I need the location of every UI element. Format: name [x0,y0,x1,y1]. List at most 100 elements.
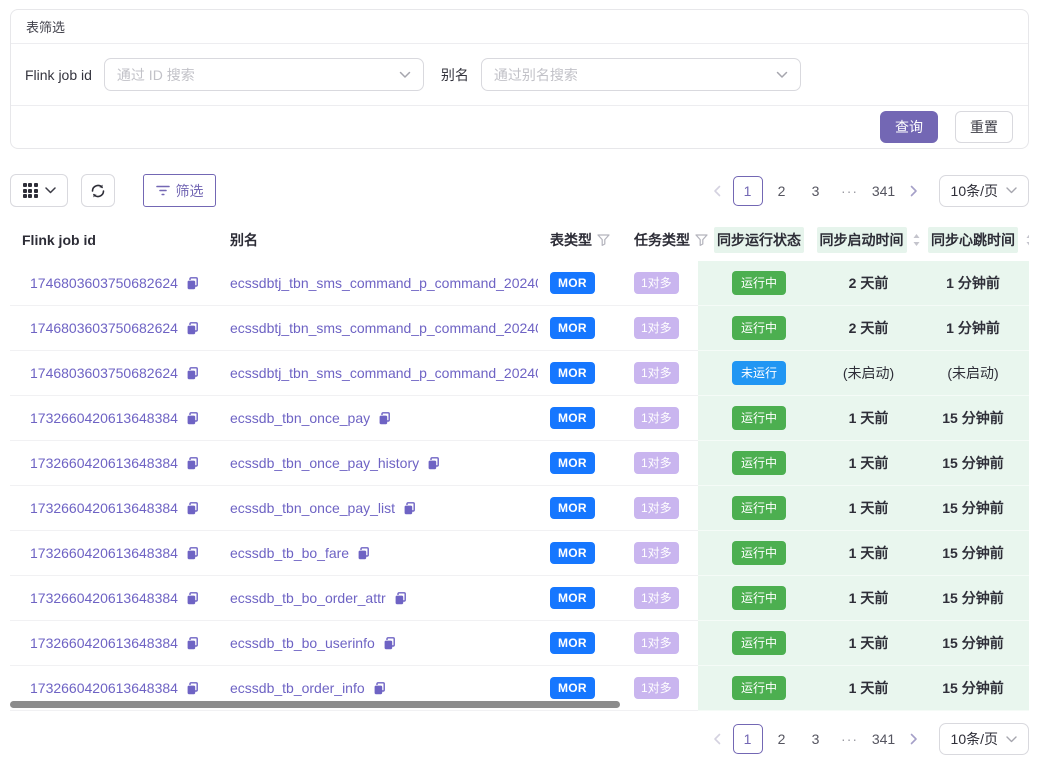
copy-icon[interactable] [185,276,200,291]
page-button-3[interactable]: 3 [811,731,820,747]
flink-job-id-link[interactable]: 1732660420613648384 [30,635,178,651]
alias-link[interactable]: ecssdb_tb_bo_userinfo [230,635,375,651]
sync-heartbeat-time: 15 分钟前 [942,590,1004,606]
copy-icon[interactable] [185,366,200,381]
table-filter-panel: 表筛选 Flink job id 通过 ID 搜索 别名 通过别名搜索 查询 重… [10,9,1029,149]
page-button-1[interactable]: 1 [732,175,763,206]
alias-link[interactable]: ecssdb_tbn_once_pay_list [230,500,396,516]
cell-sync-start-time: 1 天前 [820,666,917,711]
task-type-badge: 1对多 [634,272,679,294]
filter-lines-icon [155,185,170,197]
cell-alias: ecssdbtj_tbn_sms_command_p_command_20240… [218,306,538,351]
flink-job-id-link[interactable]: 1732660420613648384 [30,545,178,561]
horizontal-scrollbar-thumb[interactable] [10,701,620,708]
funnel-filter-icon[interactable] [695,234,708,246]
alias-link[interactable]: ecssdb_tb_bo_fare [230,545,350,561]
alias-link[interactable]: ecssdb_tb_order_info [230,680,365,696]
sync-heartbeat-time: 15 分钟前 [942,545,1004,561]
alias-link[interactable]: ecssdb_tb_bo_order_attr [230,590,386,606]
cell-alias: ecssdbtj_tbn_sms_command_p_command_20240… [218,261,538,306]
alias-label: 别名 [440,66,469,83]
sort-icon[interactable] [1025,233,1029,247]
copy-icon[interactable] [185,501,200,516]
copy-icon[interactable] [185,681,200,696]
copy-icon[interactable] [426,456,441,471]
copy-icon[interactable] [185,456,200,471]
flink-job-id-link[interactable]: 1746803603750682624 [30,320,178,336]
table-body: 1746803603750682624 ecssdbtj_tbn_sms_com… [10,261,1029,711]
copy-icon[interactable] [402,501,417,516]
page-button-3[interactable]: 3 [811,182,820,199]
table-type-badge: MOR [550,452,595,474]
flink-job-id-link[interactable]: 1746803603750682624 [30,365,178,381]
copy-icon[interactable] [393,591,408,606]
flink-job-id-link[interactable]: 1732660420613648384 [30,680,178,696]
page-size-select[interactable]: 10条/页 [938,174,1029,207]
cell-sync-heartbeat-time: 15 分钟前 [917,621,1029,666]
alias-link[interactable]: ecssdbtj_tbn_sms_command_p_command_20240… [230,275,538,291]
table-row: 1746803603750682624 ecssdbtj_tbn_sms_com… [10,351,1029,396]
cell-sync-status: 运行中 [698,486,820,531]
table-row: 1732660420613648384 ecssdb_tb_bo_userinf… [10,621,1029,666]
sort-icon[interactable] [912,233,921,247]
cell-sync-heartbeat-time: 15 分钟前 [917,396,1029,441]
flink-job-id-link[interactable]: 1732660420613648384 [30,455,178,471]
copy-icon[interactable] [382,636,397,651]
prev-page-button[interactable] [707,176,729,206]
next-page-button[interactable] [903,176,925,206]
cell-sync-heartbeat-time: 1 分钟前 [917,306,1029,351]
table-row: 1732660420613648384 ecssdb_tb_bo_order_a… [10,576,1029,621]
cell-table-type: MOR [538,486,622,531]
copy-icon[interactable] [185,591,200,606]
copy-icon[interactable] [185,636,200,651]
next-page-button[interactable] [903,724,925,754]
page-button-341[interactable]: 341 [871,731,896,747]
flink-job-id-select[interactable]: 通过 ID 搜索 [103,58,424,91]
copy-icon[interactable] [185,321,200,336]
cell-flink-job-id: 1732660420613648384 [10,576,218,621]
copy-icon[interactable] [372,681,387,696]
reset-button[interactable]: 重置 [955,111,1013,143]
refresh-button[interactable] [81,174,115,207]
flink-job-id-link[interactable]: 1732660420613648384 [30,500,178,516]
task-type-badge: 1对多 [634,542,679,564]
copy-icon[interactable] [377,411,392,426]
table-type-badge: MOR [550,497,595,519]
column-settings-button[interactable] [10,174,68,207]
alias-link[interactable]: ecssdbtj_tbn_sms_command_p_command_20240… [230,365,538,381]
alias-select[interactable]: 通过别名搜索 [480,58,801,91]
filter-button[interactable]: 筛选 [143,174,216,207]
sync-heartbeat-time: 15 分钟前 [942,635,1004,651]
alias-link[interactable]: ecssdb_tbn_once_pay [230,410,371,426]
col-header-alias: 别名 [230,232,258,248]
task-type-badge: 1对多 [634,407,679,429]
col-header-task-type: 任务类型 [622,230,708,250]
table-type-badge: MOR [550,542,595,564]
cell-sync-status: 运行中 [698,261,820,306]
flink-job-id-link[interactable]: 1746803603750682624 [30,275,178,291]
table-row: 1732660420613648384 ecssdb_tbn_once_pay_… [10,441,1029,486]
task-type-badge: 1对多 [634,452,679,474]
alias-link[interactable]: ecssdbtj_tbn_sms_command_p_command_20240… [230,320,538,336]
funnel-filter-icon[interactable] [597,234,610,246]
prev-page-button[interactable] [707,724,729,754]
page-size-select[interactable]: 10条/页 [938,723,1029,755]
sync-heartbeat-time: 15 分钟前 [942,455,1004,471]
page-button-2[interactable]: 2 [777,182,786,199]
cell-sync-status: 运行中 [698,531,820,576]
copy-icon[interactable] [356,546,371,561]
page-button-1[interactable]: 1 [732,724,763,754]
flink-job-id-link[interactable]: 1732660420613648384 [30,410,178,426]
cell-task-type: 1对多 [622,576,698,621]
query-button[interactable]: 查询 [880,111,938,143]
copy-icon[interactable] [185,546,200,561]
alias-link[interactable]: ecssdb_tbn_once_pay_history [230,455,420,471]
table-row: 1732660420613648384 ecssdb_tbn_once_pay_… [10,486,1029,531]
cell-sync-start-time: 1 天前 [820,531,917,576]
page-button-2[interactable]: 2 [777,731,786,747]
sync-heartbeat-time: 1 分钟前 [946,275,1000,291]
cell-flink-job-id: 1732660420613648384 [10,531,218,576]
page-button-341[interactable]: 341 [871,182,896,199]
copy-icon[interactable] [185,411,200,426]
flink-job-id-link[interactable]: 1732660420613648384 [30,590,178,606]
